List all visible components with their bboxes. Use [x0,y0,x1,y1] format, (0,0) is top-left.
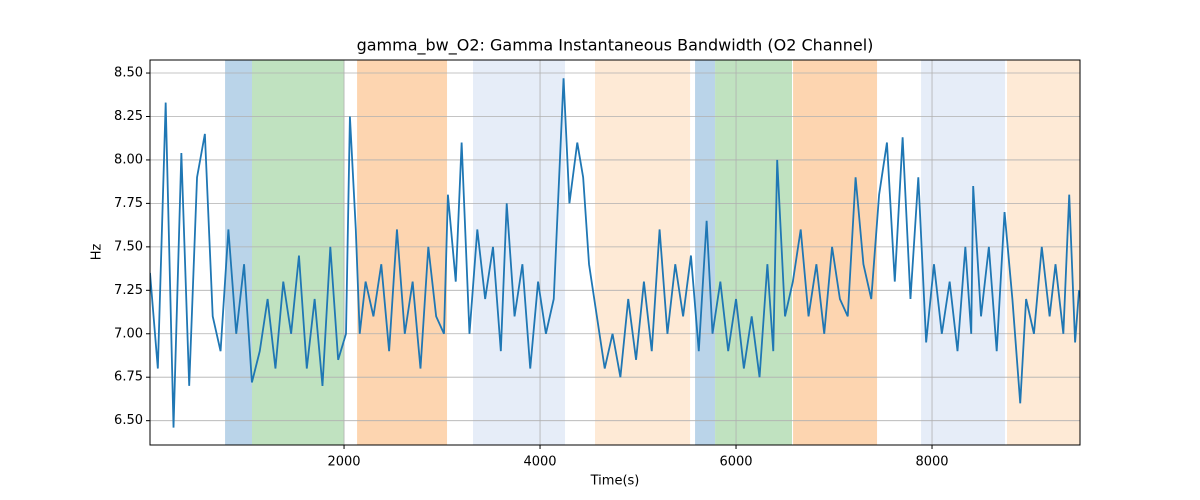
y-tick-label: 7.25 [114,283,143,298]
x-tick-label: 8000 [915,455,948,470]
y-tick-label: 8.50 [114,66,143,81]
shaded-span [1006,60,1080,445]
chart-title: gamma_bw_O2: Gamma Instantaneous Bandwid… [357,36,874,56]
y-tick-label: 7.75 [114,196,143,211]
y-tick-label: 7.00 [114,326,143,341]
shaded-span [252,60,345,445]
y-tick-label: 6.50 [114,413,143,428]
shaded-span [225,60,253,445]
shaded-span [793,60,878,445]
shaded-span [473,60,566,445]
x-tick-label: 2000 [327,455,360,470]
shaded-span [715,60,792,445]
x-tick-label: 4000 [523,455,556,470]
x-tick-label: 6000 [719,455,752,470]
shaded-span [921,60,1006,445]
shaded-span [595,60,691,445]
shaded-span [357,60,448,445]
data-line [150,78,1080,428]
y-tick-label: 6.75 [114,370,143,385]
plot-frame [149,59,1081,446]
x-axis-label: Time(s) [590,474,640,489]
y-tick-label: 8.00 [114,152,143,167]
y-axis-label: Hz [90,244,105,261]
y-tick-label: 7.50 [114,239,143,254]
y-tick-label: 8.25 [114,109,143,124]
